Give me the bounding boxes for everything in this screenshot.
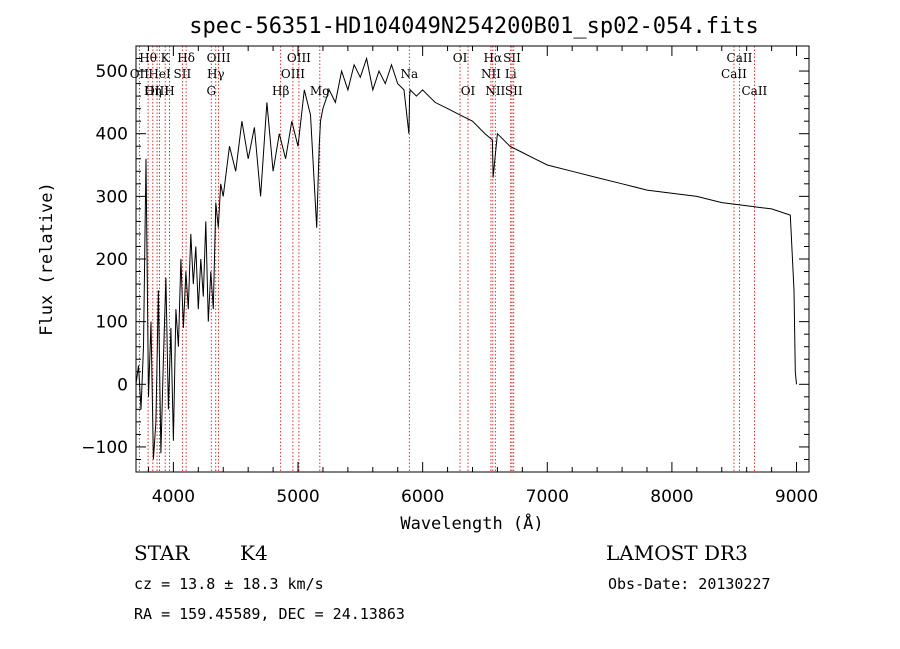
- spectral-line-label: SII: [505, 84, 523, 98]
- spectral-line-label: Mg: [310, 84, 330, 98]
- spectral-line-label: SII: [174, 67, 192, 81]
- spectral-line-label: Hθ: [139, 51, 157, 65]
- object-class: STAR: [134, 541, 190, 565]
- axis-ticks-layer: 4000 5000 6000 7000 8000 9000 −100 0 100 200 300 40…: [81, 45, 818, 507]
- coordinates: RA = 159.45589, DEC = 24.13863: [134, 605, 405, 623]
- spectral-line-label: NII: [481, 67, 501, 81]
- spectral-line-label: CaII: [721, 67, 747, 81]
- spectral-line-label: CaII: [727, 51, 753, 65]
- spectral-line-label: Hγ: [207, 67, 225, 81]
- spectral-line-label: Li: [505, 67, 517, 81]
- y-tick-label: 100: [96, 313, 128, 333]
- survey-name: LAMOST DR3: [606, 541, 748, 565]
- x-axis-label: Wavelength (Å): [400, 512, 543, 534]
- spectral-line-label: Hδ: [177, 51, 195, 65]
- chart-title: spec-56351-HD104049N254200B01_sp02-054.f…: [189, 14, 759, 39]
- spectral-line-label: NII: [485, 84, 505, 98]
- spectral-line-label: K: [161, 51, 171, 65]
- x-tick-label: 4000: [152, 487, 195, 507]
- spectral-line-label: OI: [453, 51, 468, 65]
- spectral-line-label: SII: [503, 51, 521, 65]
- y-tick-label: 400: [96, 125, 128, 145]
- spectral-line-label: OIII: [145, 84, 169, 98]
- object-subclass: K4: [240, 541, 268, 565]
- x-tick-label: 7000: [526, 487, 569, 507]
- spectrum-layer: [135, 56, 797, 460]
- x-tick-label: 5000: [276, 487, 319, 507]
- x-tick-label: 8000: [650, 487, 693, 507]
- y-tick-label: 500: [96, 62, 128, 82]
- spectral-line-label: OIII: [207, 51, 231, 65]
- spectral-line-label: Hη: [144, 84, 162, 98]
- x-tick-label: 9000: [775, 487, 818, 507]
- spectral-line-label: HeI: [148, 67, 171, 81]
- spectral-line-label: G: [206, 84, 216, 98]
- y-tick-label: 200: [96, 250, 128, 270]
- spectral-line-label: H: [164, 84, 174, 98]
- spectral-line-label: Na: [400, 67, 418, 81]
- spectral-line-label: OIII: [281, 67, 305, 81]
- spectral-line-label: OIII: [287, 51, 311, 65]
- redshift-cz: cz = 13.8 ± 18.3 km/s: [134, 575, 324, 593]
- y-axis-label: Flux (relative): [37, 182, 57, 336]
- plot-frame: [135, 45, 810, 473]
- y-tick-label: 0: [117, 375, 128, 395]
- observation-date: Obs-Date: 20130227: [608, 575, 771, 593]
- spectral-line-label: OI: [461, 84, 476, 98]
- spectral-line-label: Hβ: [272, 84, 289, 98]
- y-tick-label: −100: [81, 438, 128, 458]
- spectral-line-label: OII: [130, 67, 150, 81]
- y-tick-label: 300: [96, 187, 128, 207]
- spectrum-line: [135, 56, 797, 460]
- spectral-line-label: Hα: [484, 51, 503, 65]
- x-tick-label: 6000: [401, 487, 444, 507]
- spectral-line-label: CaII: [741, 84, 767, 98]
